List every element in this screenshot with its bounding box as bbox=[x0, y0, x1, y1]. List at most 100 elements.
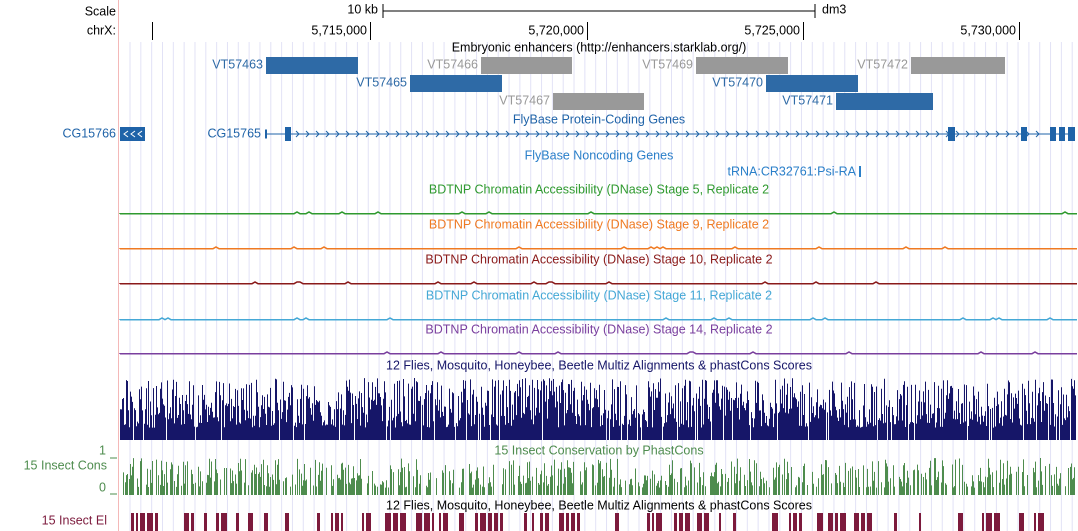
strand-arrow bbox=[1035, 130, 1040, 138]
scale-label: Scale bbox=[85, 4, 116, 18]
strand-arrow bbox=[435, 130, 440, 138]
phastcons-histogram bbox=[123, 458, 1075, 495]
strand-arrow bbox=[915, 130, 920, 138]
ruler-tick-label: 5,715,000 bbox=[311, 23, 367, 37]
signal-line bbox=[119, 246, 1077, 250]
strand-arrow bbox=[735, 130, 740, 138]
strand-arrow bbox=[1005, 130, 1010, 138]
strand-arrow bbox=[345, 130, 350, 138]
track-title: BDTNP Chromatin Accessibility (DNase) St… bbox=[429, 182, 769, 196]
strand-arrow bbox=[515, 130, 520, 138]
track-title: FlyBase Noncoding Genes bbox=[525, 148, 674, 162]
enhancer-box bbox=[836, 93, 933, 110]
grid bbox=[129, 42, 1073, 531]
enhancer-box bbox=[766, 75, 858, 92]
strand-arrow bbox=[355, 130, 360, 138]
enhancer-box bbox=[481, 57, 572, 74]
strand-arrow bbox=[395, 130, 400, 138]
track-title: 12 Flies, Mosquito, Honeybee, Beetle Mul… bbox=[386, 498, 812, 512]
strand-arrow bbox=[335, 130, 340, 138]
strand-arrow bbox=[985, 130, 990, 138]
strand-arrow bbox=[765, 130, 770, 138]
gene-label: CG15766 bbox=[62, 126, 116, 140]
track-title: 15 Insect Conservation by PhastCons bbox=[494, 443, 703, 457]
track-title: BDTNP Chromatin Accessibility (DNase) St… bbox=[429, 217, 769, 231]
strand-arrow bbox=[855, 130, 860, 138]
strand-arrow bbox=[385, 130, 390, 138]
strand-arrow bbox=[445, 130, 450, 138]
strand-arrow bbox=[995, 130, 1000, 138]
strand-arrow bbox=[535, 130, 540, 138]
strand-arrow bbox=[775, 130, 780, 138]
enhancer-box bbox=[553, 93, 644, 110]
strand-arrow bbox=[365, 130, 370, 138]
gene-exon bbox=[265, 129, 267, 139]
strand-arrow bbox=[425, 130, 430, 138]
strand-arrow bbox=[675, 130, 680, 138]
track-title: FlyBase Protein-Coding Genes bbox=[513, 112, 685, 126]
track-title: BDTNP Chromatin Accessibility (DNase) St… bbox=[425, 252, 772, 266]
strand-arrow bbox=[555, 130, 560, 138]
strand-arrow bbox=[695, 130, 700, 138]
strand-arrow bbox=[635, 130, 640, 138]
axis-label: 1 bbox=[99, 443, 106, 457]
strand-arrow bbox=[605, 130, 610, 138]
ruler-tick-label: 5,730,000 bbox=[960, 23, 1016, 37]
strand-arrow bbox=[825, 130, 830, 138]
strand-arrow bbox=[685, 130, 690, 138]
strand-arrow bbox=[895, 130, 900, 138]
strand-arrow bbox=[875, 130, 880, 138]
strand-arrow bbox=[545, 130, 550, 138]
strand-arrow bbox=[795, 130, 800, 138]
track-title: BDTNP Chromatin Accessibility (DNase) St… bbox=[426, 288, 772, 302]
gene-exon bbox=[1021, 127, 1027, 141]
strand-arrow bbox=[130, 130, 136, 138]
strand-arrow bbox=[935, 130, 940, 138]
enhancer-box bbox=[911, 57, 1005, 74]
strand-arrow bbox=[805, 130, 810, 138]
track-label: 15 Insect Cons bbox=[24, 458, 107, 472]
track-title: BDTNP Chromatin Accessibility (DNase) St… bbox=[425, 322, 772, 336]
gene-exon bbox=[120, 127, 145, 141]
signal-line bbox=[119, 351, 1077, 355]
strand-arrow bbox=[975, 130, 980, 138]
strand-arrow bbox=[465, 130, 470, 138]
enhancer-box bbox=[266, 57, 358, 74]
track-title: 12 Flies, Mosquito, Honeybee, Beetle Mul… bbox=[386, 358, 812, 372]
strand-arrow bbox=[925, 130, 930, 138]
strand-arrow bbox=[835, 130, 840, 138]
strand-arrow bbox=[475, 130, 480, 138]
signal-line bbox=[119, 317, 1077, 321]
strand-arrow bbox=[615, 130, 620, 138]
strand-arrow bbox=[595, 130, 600, 138]
strand-arrow bbox=[655, 130, 660, 138]
strand-arrow bbox=[885, 130, 890, 138]
gene-label: tRNA:CR32761:Psi-RA bbox=[727, 164, 856, 178]
strand-arrow bbox=[645, 130, 650, 138]
enhancer-label: VT57469 bbox=[642, 57, 693, 71]
strand-arrow bbox=[665, 130, 670, 138]
gene-label: CG15765 bbox=[207, 126, 261, 140]
gene-exon bbox=[1050, 127, 1056, 141]
strand-arrow bbox=[625, 130, 630, 138]
strand-arrow bbox=[725, 130, 730, 138]
strand-arrow bbox=[525, 130, 530, 138]
enhancer-label: VT57467 bbox=[499, 93, 550, 107]
enhancer-label: VT57465 bbox=[356, 75, 407, 89]
strand-arrow bbox=[905, 130, 910, 138]
strand-arrow bbox=[575, 130, 580, 138]
gene-exon bbox=[285, 127, 291, 141]
element-blocks bbox=[131, 513, 1044, 531]
signal-line bbox=[119, 211, 1077, 215]
strand-arrow bbox=[123, 130, 129, 138]
strand-arrow bbox=[785, 130, 790, 138]
assembly-label: dm3 bbox=[822, 2, 846, 16]
enhancer-box bbox=[696, 57, 788, 74]
signal-line bbox=[119, 281, 1077, 285]
track-title: Embryonic enhancers (http://enhancers.st… bbox=[452, 40, 747, 54]
strand-arrow bbox=[755, 130, 760, 138]
gene-exon bbox=[859, 166, 861, 177]
conservation-histogram bbox=[120, 378, 1076, 440]
ruler-tick-label: 5,725,000 bbox=[744, 23, 800, 37]
